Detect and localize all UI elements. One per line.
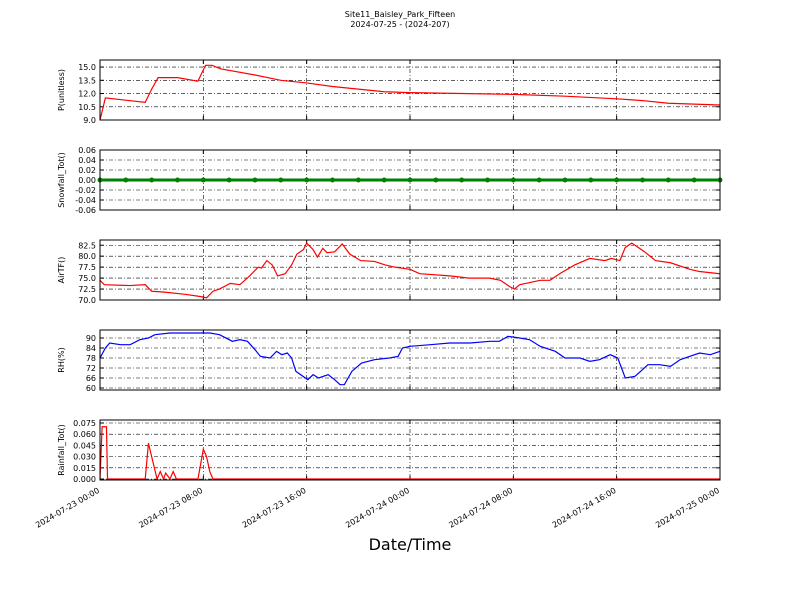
y-tick-label: 66 — [86, 374, 96, 383]
axes-frame — [99, 239, 721, 301]
data-point — [149, 177, 155, 183]
y-tick-label: 0.030 — [73, 453, 96, 462]
x-tick-label: 2024-07-23 00:00 — [34, 486, 101, 530]
data-point — [459, 177, 465, 183]
data-point — [175, 177, 180, 183]
y-tick-label: 0.045 — [73, 441, 96, 450]
y-tick-label: 9.0 — [83, 116, 96, 125]
x-tick-label: 2024-07-24 08:00 — [447, 486, 514, 530]
title: Site11_Baisley_Park_Fifteen — [345, 10, 455, 19]
y-tick-label: 0.04 — [78, 156, 96, 165]
data-line — [99, 242, 721, 299]
data-point — [588, 177, 594, 183]
x-tick-label: 2024-07-23 16:00 — [241, 486, 308, 530]
data-line — [99, 64, 721, 121]
data-point — [381, 177, 387, 183]
y-tick-label: 10.5 — [78, 103, 96, 112]
y-tick-label: 77.5 — [78, 263, 96, 272]
y-tick-label: 0.060 — [73, 430, 96, 439]
y-tick-label: 72.5 — [78, 285, 96, 294]
data-point — [200, 177, 206, 183]
data-point — [691, 177, 697, 183]
data-point — [640, 177, 645, 183]
y-tick-label: 82.5 — [78, 241, 96, 250]
data-line — [99, 426, 720, 481]
x-tick-label: 2024-07-23 08:00 — [137, 486, 204, 530]
data-point — [536, 177, 542, 183]
y-tick-label: 75.0 — [78, 274, 96, 283]
data-point — [665, 177, 671, 183]
data-point — [614, 177, 620, 183]
data-point — [562, 177, 568, 183]
y-tick-label: -0.02 — [75, 186, 96, 195]
data-point — [252, 177, 258, 183]
y-tick-label: 70.0 — [78, 296, 96, 305]
data-point — [510, 177, 516, 183]
data-point — [485, 177, 490, 183]
x-axis-label: Date/Time — [369, 535, 452, 554]
y-tick-label: 0.06 — [78, 146, 96, 155]
data-line — [99, 332, 721, 386]
axes-frame — [99, 59, 721, 121]
y-tick-label: 12.0 — [78, 90, 96, 99]
y-tick-label: 15.0 — [78, 63, 96, 72]
y-tick-label: 60 — [86, 384, 96, 393]
y-tick-label: 78 — [86, 354, 96, 363]
y-tick-label: 0.02 — [78, 166, 96, 175]
y-tick-label: 90 — [86, 334, 96, 343]
data-point — [330, 177, 335, 183]
x-tick-label: 2024-07-24 16:00 — [551, 486, 618, 530]
axes-frame — [99, 149, 721, 211]
x-tick-label: 2024-07-24 00:00 — [344, 486, 411, 530]
data-point — [123, 177, 129, 183]
y-axis-label: RH(%) — [57, 347, 66, 372]
data-point — [278, 177, 284, 183]
data-point — [355, 177, 361, 183]
y-tick-label: 84 — [86, 344, 96, 353]
x-tick-label: 2024-07-25 00:00 — [654, 486, 721, 530]
data-point — [304, 177, 310, 183]
y-tick-label: 13.5 — [78, 76, 96, 85]
y-axis-label: P(unitless) — [57, 69, 66, 111]
axes-frame — [99, 329, 721, 391]
y-tick-label: 0.000 — [73, 475, 96, 484]
y-tick-label: 0.015 — [73, 464, 96, 473]
y-axis-label: AirTF() — [57, 257, 66, 284]
data-point — [407, 177, 413, 183]
axes-frame — [99, 419, 721, 481]
data-point — [433, 177, 439, 183]
subtitle: 2024-07-25 - (2024-207) — [350, 20, 449, 29]
y-tick-label: -0.04 — [75, 196, 96, 205]
y-axis-label: Rainfall_Tot() — [57, 424, 66, 476]
data-point — [226, 177, 232, 183]
y-tick-label: 0.00 — [78, 176, 96, 185]
y-axis-label: Snowfall_Tot() — [57, 152, 66, 208]
y-tick-label: 80.0 — [78, 252, 96, 261]
y-tick-label: -0.06 — [75, 206, 96, 215]
y-tick-label: 0.075 — [73, 419, 96, 428]
y-tick-label: 72 — [86, 364, 96, 373]
